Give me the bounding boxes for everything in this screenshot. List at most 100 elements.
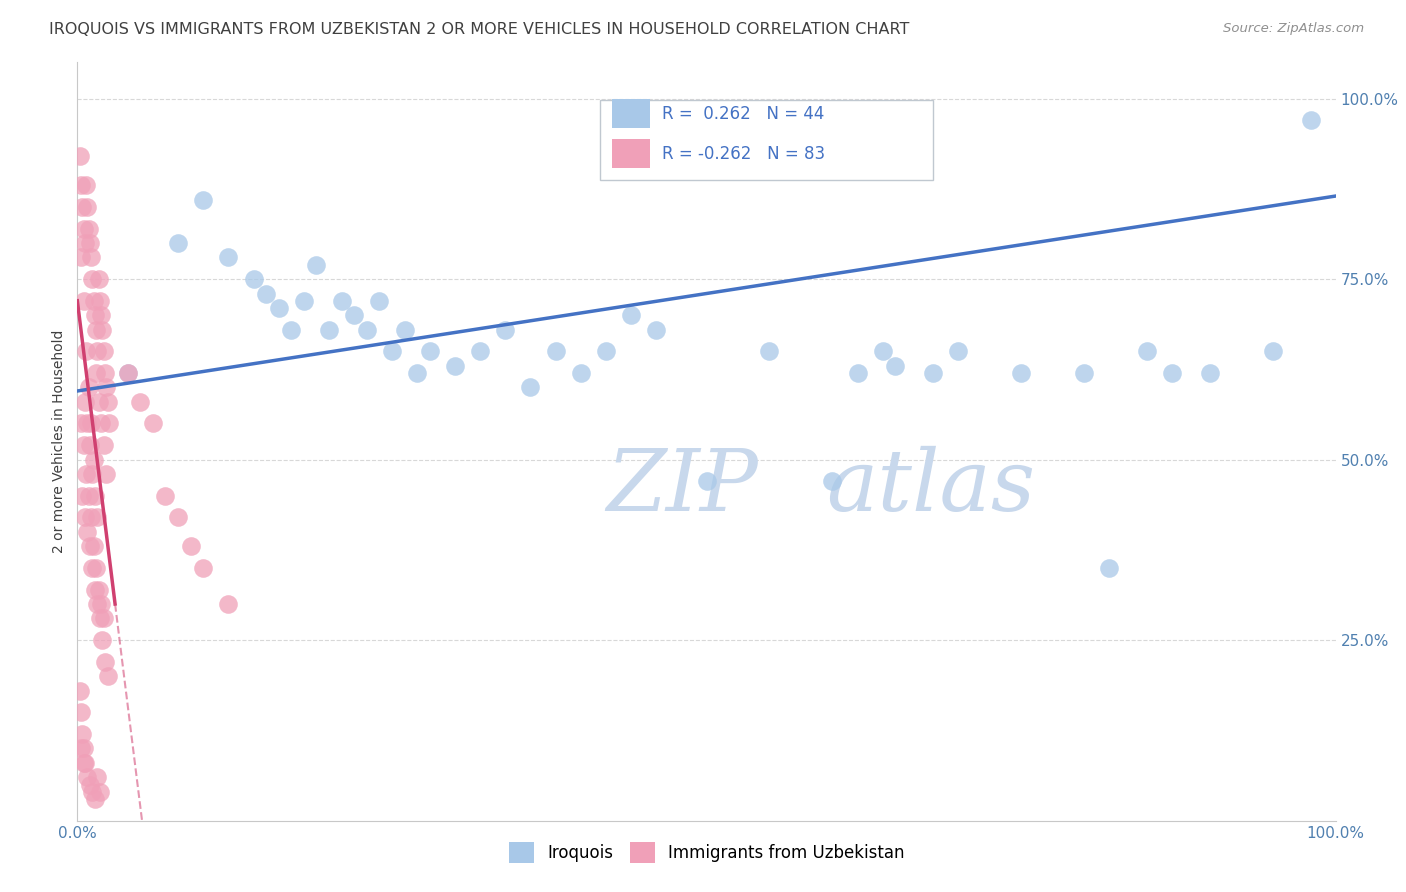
Point: [846, 366, 869, 380]
Point: [696, 475, 718, 489]
Point: [394, 323, 416, 337]
Point: [330, 293, 353, 308]
Point: [87, 582, 110, 597]
Point: [1299, 113, 1322, 128]
Point: [356, 323, 378, 337]
Point: [86, 770, 108, 784]
Point: [620, 308, 643, 322]
Point: [318, 323, 340, 337]
Point: [117, 366, 139, 380]
Point: [544, 344, 567, 359]
Point: [79, 438, 101, 452]
Point: [86, 597, 108, 611]
Point: [76, 770, 98, 784]
Legend: Iroquois, Immigrants from Uzbekistan: Iroquois, Immigrants from Uzbekistan: [502, 836, 911, 869]
Point: [821, 475, 844, 489]
Point: [884, 359, 907, 373]
Point: [76, 417, 98, 431]
Text: R = -0.262   N = 83: R = -0.262 N = 83: [662, 145, 825, 162]
Point: [75, 467, 97, 481]
Point: [90, 417, 112, 431]
Point: [84, 366, 107, 380]
Point: [70, 706, 93, 720]
Point: [1161, 366, 1184, 380]
Text: atlas: atlas: [827, 446, 1035, 528]
FancyBboxPatch shape: [599, 101, 934, 180]
FancyBboxPatch shape: [612, 99, 650, 128]
Y-axis label: 2 or more Vehicles in Household: 2 or more Vehicles in Household: [52, 330, 66, 553]
Point: [70, 178, 93, 193]
Point: [73, 235, 96, 250]
Point: [267, 301, 290, 315]
Point: [82, 272, 104, 286]
Point: [72, 741, 94, 756]
Point: [82, 785, 104, 799]
Point: [69, 149, 91, 163]
Point: [76, 524, 98, 539]
Point: [86, 510, 108, 524]
Point: [758, 344, 780, 359]
Point: [444, 359, 467, 373]
Point: [77, 489, 100, 503]
Point: [70, 417, 93, 431]
Point: [93, 344, 115, 359]
Point: [91, 323, 114, 337]
Point: [84, 792, 107, 806]
Point: [96, 467, 118, 481]
Point: [1098, 561, 1121, 575]
Point: [90, 597, 112, 611]
Point: [75, 344, 97, 359]
Point: [80, 417, 103, 431]
Text: IROQUOIS VS IMMIGRANTS FROM UZBEKISTAN 2 OR MORE VEHICLES IN HOUSEHOLD CORRELATI: IROQUOIS VS IMMIGRANTS FROM UZBEKISTAN 2…: [49, 22, 910, 37]
Point: [406, 366, 429, 380]
Point: [96, 669, 118, 683]
Point: [83, 293, 105, 308]
Point: [80, 251, 103, 265]
Point: [90, 308, 112, 322]
Point: [72, 756, 94, 770]
Point: [117, 366, 139, 380]
Point: [89, 611, 111, 625]
Point: [89, 293, 111, 308]
Point: [191, 193, 215, 207]
Point: [381, 344, 404, 359]
Point: [419, 344, 441, 359]
Point: [519, 380, 541, 394]
Point: [76, 200, 98, 214]
Point: [180, 539, 202, 553]
Point: [79, 778, 101, 792]
Point: [72, 727, 94, 741]
Point: [87, 272, 110, 286]
Point: [96, 380, 118, 394]
Text: Source: ZipAtlas.com: Source: ZipAtlas.com: [1223, 22, 1364, 36]
Point: [242, 272, 264, 286]
Point: [155, 489, 177, 503]
Point: [72, 200, 94, 214]
Point: [368, 293, 391, 308]
Point: [69, 683, 91, 698]
Point: [305, 258, 328, 272]
Point: [73, 510, 96, 524]
Point: [142, 417, 165, 431]
Point: [84, 323, 107, 337]
Point: [129, 394, 152, 409]
Point: [292, 293, 315, 308]
Point: [948, 344, 970, 359]
Point: [72, 489, 94, 503]
Point: [84, 489, 107, 503]
Point: [77, 380, 100, 394]
Point: [73, 394, 96, 409]
Point: [72, 293, 94, 308]
Point: [254, 286, 277, 301]
Point: [86, 344, 108, 359]
Point: [167, 235, 190, 250]
Point: [1198, 366, 1220, 380]
Point: [83, 539, 105, 553]
Point: [595, 344, 617, 359]
Point: [87, 394, 110, 409]
Point: [72, 438, 94, 452]
Point: [1136, 344, 1159, 359]
Point: [84, 308, 107, 322]
Point: [343, 308, 366, 322]
Point: [191, 561, 215, 575]
